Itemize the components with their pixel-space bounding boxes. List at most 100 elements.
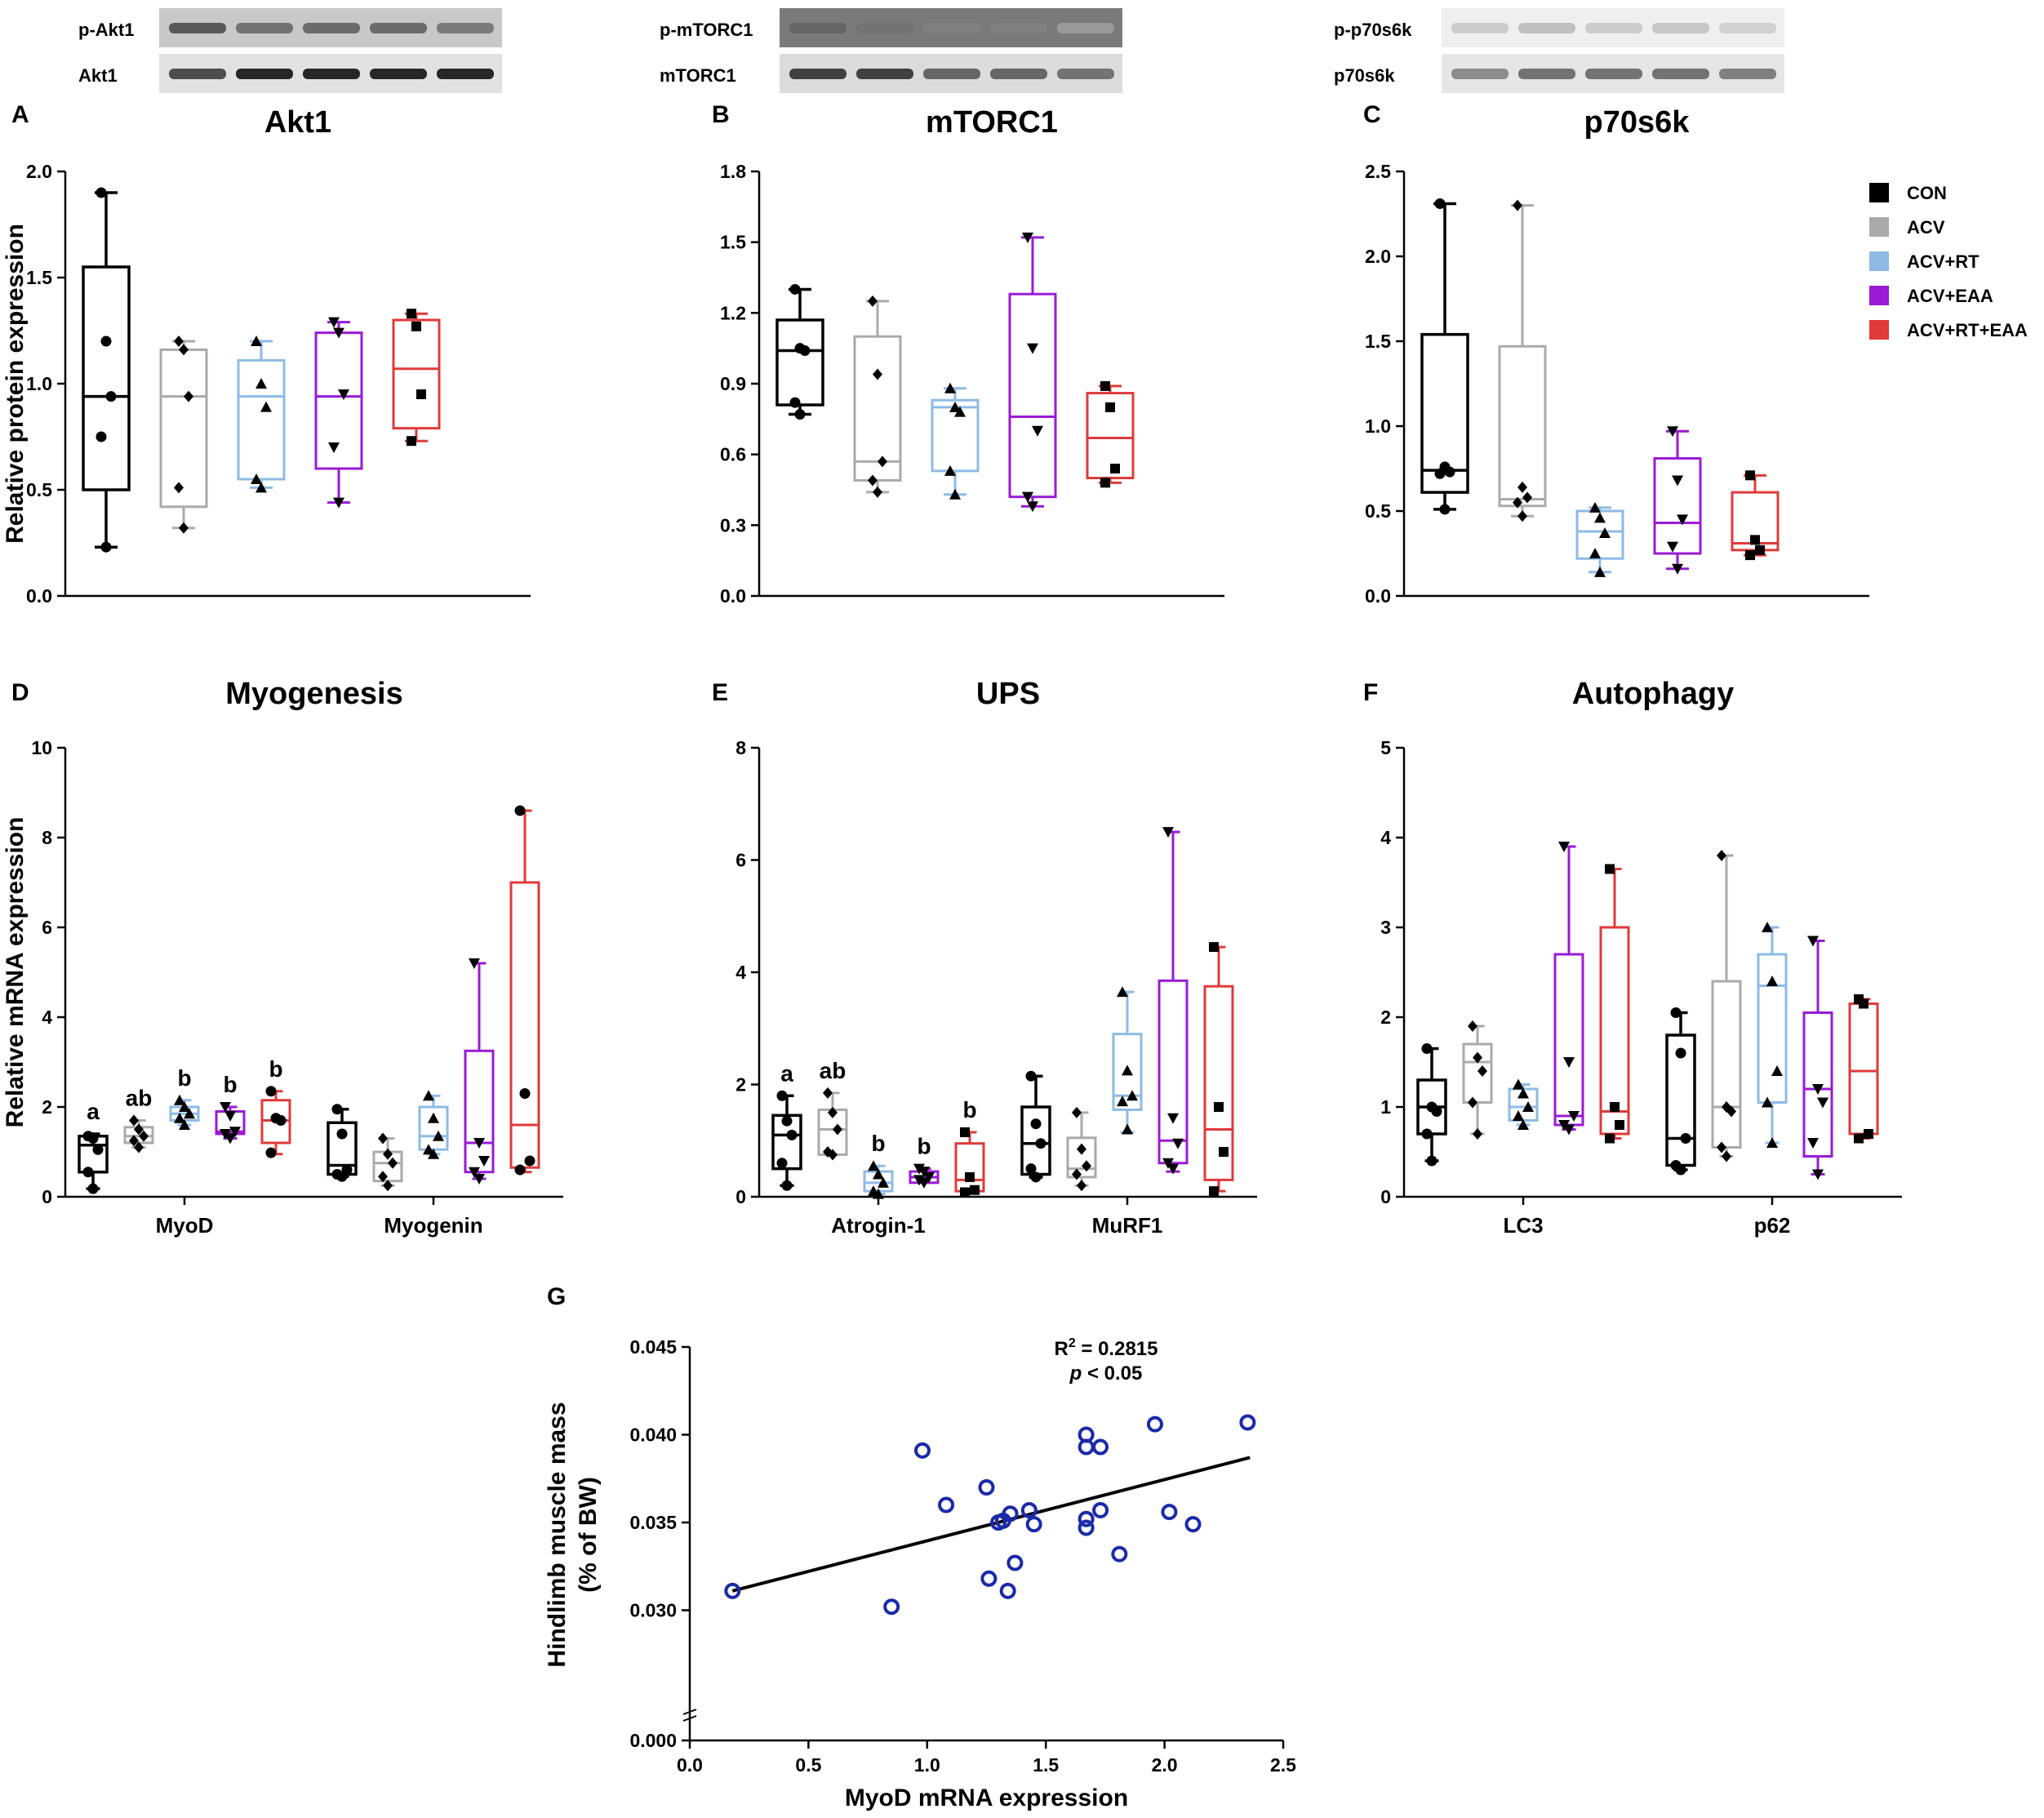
point-autophagy-p62-con-2	[1675, 1047, 1686, 1059]
point-myogenesis-myogenin-acv-1	[378, 1132, 388, 1145]
point-mtorc1-acv-eaa-3	[1032, 425, 1043, 437]
x-tick-label-p62: p62	[1754, 1213, 1791, 1238]
point-myogenesis-myogenin-acv-rt-5	[428, 1148, 439, 1159]
point-myogenesis-myod-acv-rt-1	[174, 1094, 185, 1105]
point-ups-murf1-acv-1	[1072, 1106, 1082, 1118]
blot-band-mtorc1-5	[1057, 69, 1114, 79]
point-autophagy-p62-acv-rt-5	[1766, 1137, 1778, 1148]
blot-band-akt1-4	[370, 69, 427, 79]
point-myogenesis-myod-acv-1	[129, 1114, 139, 1127]
box-akt1-acv-rt	[237, 358, 286, 481]
point-myogenesis-myod-acv-eaa-3	[229, 1127, 241, 1138]
box-akt1-con	[82, 265, 131, 491]
point-p70s6k-con-3	[1444, 466, 1455, 478]
point-ups-atrogin-1-acv-3	[833, 1123, 842, 1136]
blot-label-p-p70s6k: p-p70s6k	[1334, 20, 1412, 40]
panel-letter-c: C	[1363, 101, 1381, 128]
point-ups-atrogin-1-acv-rt-eaa-1	[960, 1127, 970, 1137]
panel-letter-b: B	[712, 101, 730, 128]
point-myogenesis-myogenin-con-5	[336, 1171, 348, 1182]
point-myogenesis-myod-acv-rt-eaa-4	[265, 1147, 277, 1158]
scatter-point-16	[1078, 1510, 1095, 1527]
scatter-point-18	[1092, 1438, 1109, 1456]
point-p70s6k-con-1	[1434, 198, 1446, 210]
blot-band-akt1-3	[303, 69, 360, 79]
point-ups-atrogin-1-acv-eaa-1	[913, 1163, 925, 1175]
point-autophagy-p62-acv-rt-2	[1766, 976, 1778, 986]
scatter-point-23	[1184, 1516, 1202, 1533]
legend-swatch-acv-rt-eaa	[1869, 320, 1889, 340]
y-tick-label-p70s6k: 1.5	[1365, 331, 1391, 352]
box-mtorc1-acv-eaa	[1008, 292, 1057, 499]
blot-band-p-p70s6k-3	[1585, 23, 1642, 33]
point-ups-murf1-acv-rt-1	[1117, 986, 1128, 998]
point-autophagy-p62-acv-5	[1722, 1150, 1731, 1162]
y-tick-label-autophagy: 0	[1380, 1186, 1391, 1207]
y-tick-label-p70s6k: 1.0	[1365, 416, 1391, 437]
point-myogenesis-myod-acv-eaa-1	[220, 1102, 231, 1113]
point-akt1-acv-4	[174, 482, 184, 494]
point-ups-murf1-acv-3	[1082, 1160, 1091, 1172]
box-ups-murf1-acv-rt-eaa	[1203, 985, 1234, 1181]
blot-label-p70s6k: p70s6k	[1334, 65, 1395, 86]
point-autophagy-p62-con-5	[1675, 1164, 1686, 1176]
chart-p70s6k: p70s6k 0.0 0.5 1.0 1.5 2.0 2.5	[1365, 105, 1869, 607]
y-axis-label-scatter: Hindlimb muscle mass	[544, 1402, 571, 1667]
y-tick-label-mtorc1: 1.5	[720, 232, 746, 253]
point-autophagy-p62-acv-eaa-4	[1807, 1138, 1819, 1149]
y-tick-label-autophagy: 2	[1380, 1007, 1391, 1028]
point-ups-atrogin-1-acv-eaa-5	[918, 1177, 930, 1189]
axis-break-mark-2	[682, 1715, 697, 1722]
y-tick-label-myogenesis: 0	[42, 1186, 52, 1207]
scatter-point-4	[938, 1496, 955, 1514]
x-tick-label-murf1: MuRF1	[1092, 1213, 1163, 1238]
point-ups-atrogin-1-acv-eaa-4	[913, 1175, 925, 1186]
y-tick-label-ups: 2	[735, 1074, 746, 1096]
point-akt1-acv-rt-4	[251, 473, 262, 484]
y-tick-label-mtorc1: 1.8	[720, 161, 746, 182]
point-mtorc1-acv-2	[873, 368, 882, 380]
point-ups-murf1-acv-rt-eaa-2	[1214, 1102, 1224, 1112]
point-ups-atrogin-1-acv-eaa-3	[923, 1171, 935, 1183]
point-autophagy-lc3-acv-rt-5	[1517, 1119, 1529, 1130]
legend-swatch-acv	[1869, 217, 1889, 237]
point-ups-murf1-con-1	[1025, 1070, 1037, 1082]
point-akt1-acv-2	[179, 344, 189, 356]
point-myogenesis-myogenin-acv-3	[388, 1157, 398, 1169]
point-autophagy-lc3-acv-rt-3	[1522, 1101, 1534, 1112]
point-mtorc1-acv-1	[868, 295, 878, 307]
legend-swatch-acv-eaa	[1869, 286, 1889, 305]
point-mtorc1-acv-3	[878, 456, 887, 468]
point-mtorc1-acv-4	[868, 474, 878, 487]
point-autophagy-lc3-acv-rt-eaa-2	[1610, 1102, 1620, 1112]
scatter-point-19	[1092, 1501, 1109, 1518]
point-akt1-acv-rt-5	[256, 482, 267, 493]
sig-letter-myogenesis-3: b	[177, 1065, 191, 1091]
blot-band-p-p70s6k-4	[1652, 23, 1709, 33]
box-myogenesis-myogenin-acv-eaa	[464, 1049, 495, 1174]
point-ups-murf1-acv-rt-eaa-1	[1209, 942, 1219, 953]
point-ups-atrogin-1-acv-rt-eaa-4	[960, 1187, 970, 1198]
point-p70s6k-acv-rt-2	[1594, 512, 1606, 523]
point-ups-atrogin-1-acv-rt-eaa-3	[970, 1185, 980, 1195]
point-myogenesis-myod-acv-2	[134, 1123, 144, 1136]
point-autophagy-lc3-con-5	[1426, 1155, 1437, 1167]
point-mtorc1-con-1	[789, 283, 801, 295]
point-p70s6k-con-5	[1439, 504, 1451, 515]
point-mtorc1-acv-rt-eaa-3	[1110, 464, 1120, 473]
blot-band-p-p70s6k-5	[1719, 23, 1776, 33]
r-squared-annotation: R2 = 0.2815	[1054, 1336, 1158, 1360]
y-tick-label-p70s6k: 0.0	[1365, 585, 1391, 607]
y-axis-label-akt1: Relative protein expression	[2, 224, 29, 544]
y-tick-label-scatter: 0.045	[629, 1336, 677, 1358]
point-p70s6k-acv-5	[1517, 510, 1527, 522]
point-myogenesis-myogenin-acv-2	[383, 1148, 393, 1160]
panel-letter-g: G	[547, 1283, 566, 1310]
blot-band-p-mtorc1-1	[789, 23, 846, 33]
scatter-point-24	[1239, 1414, 1256, 1431]
point-akt1-con-4	[96, 431, 107, 442]
legend-swatch-con	[1869, 183, 1889, 202]
box-ups-murf1-acv	[1066, 1136, 1097, 1179]
point-mtorc1-acv-rt-3	[954, 406, 966, 417]
y-tick-label-myogenesis: 10	[31, 737, 52, 758]
